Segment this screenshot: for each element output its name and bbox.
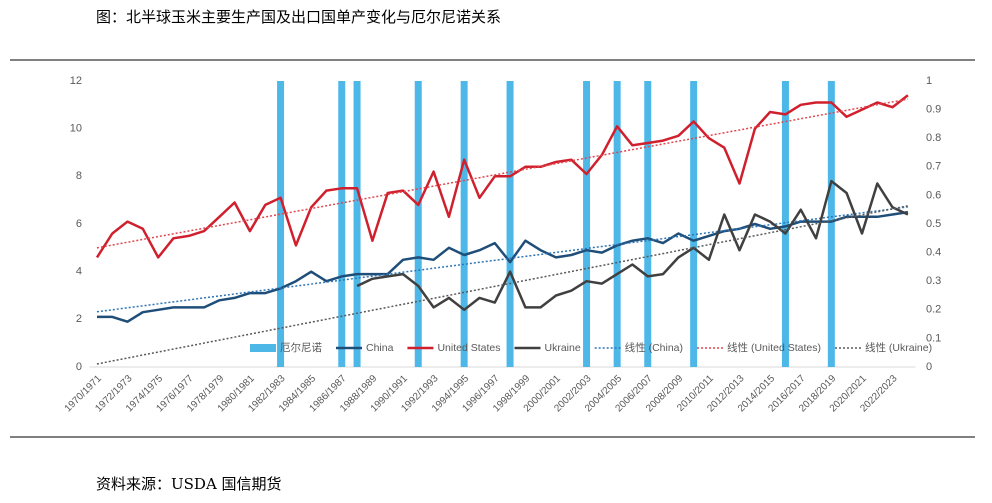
legend-label: China (366, 342, 394, 354)
el-nino-bar (277, 81, 285, 367)
el-nino-bar (644, 81, 652, 367)
line-series (97, 210, 909, 323)
y2-tick-label: 0.8 (926, 132, 941, 144)
el-nino-bar (353, 81, 361, 367)
y2-tick-label: 0.7 (926, 161, 941, 173)
trendline (96, 205, 908, 365)
legend-label: Ukraine (544, 342, 580, 354)
y-tick-label: 4 (76, 266, 82, 278)
el-nino-bar (690, 81, 698, 367)
legend-swatch (250, 344, 276, 352)
y2-tick-label: 0.6 (926, 189, 941, 201)
y-tick-label: 12 (70, 75, 82, 87)
y-tick-label: 6 (76, 218, 82, 230)
el-nino-bar (506, 81, 514, 367)
legend-label: 线性 (United States) (727, 341, 821, 354)
el-nino-bar (460, 81, 468, 367)
y-tick-label: 10 (70, 123, 82, 135)
title: 图：北半球玉米主要生产国及出口国单产变化与厄尔尼诺关系 (96, 8, 502, 26)
y2-tick-label: 0.5 (926, 218, 941, 230)
y2-tick-label: 0.4 (926, 247, 941, 259)
el-nino-bar (414, 81, 422, 367)
y2-tick-label: 1 (926, 75, 932, 87)
el-nino-bar (613, 81, 621, 367)
line-series (356, 179, 909, 312)
plot: 02468101200.10.20.30.40.50.60.70.80.9119… (63, 75, 942, 415)
el-nino-bar (338, 81, 346, 367)
legend-label: 厄尔尼诺 (280, 341, 322, 354)
source: 资料来源：USDA 国信期货 (96, 475, 282, 493)
y2-tick-label: 0.3 (926, 275, 941, 287)
el-nino-bar (827, 81, 835, 367)
y-tick-label: 8 (76, 170, 82, 182)
legend-label: 线性 (China) (625, 341, 683, 354)
el-nino-bar (781, 81, 789, 367)
legend-label: 线性 (Ukraine) (865, 341, 932, 354)
trendline (96, 98, 908, 249)
y2-tick-label: 0.9 (926, 104, 941, 116)
el-nino-bar (583, 81, 591, 367)
y-tick-label: 2 (76, 313, 82, 325)
y-tick-label: 0 (76, 361, 82, 373)
legend-label: United States (437, 342, 500, 354)
line-series (95, 94, 909, 259)
y2-tick-label: 0.2 (926, 304, 941, 316)
y2-tick-label: 0 (926, 361, 932, 373)
y2-tick-label: 0.1 (926, 332, 941, 344)
